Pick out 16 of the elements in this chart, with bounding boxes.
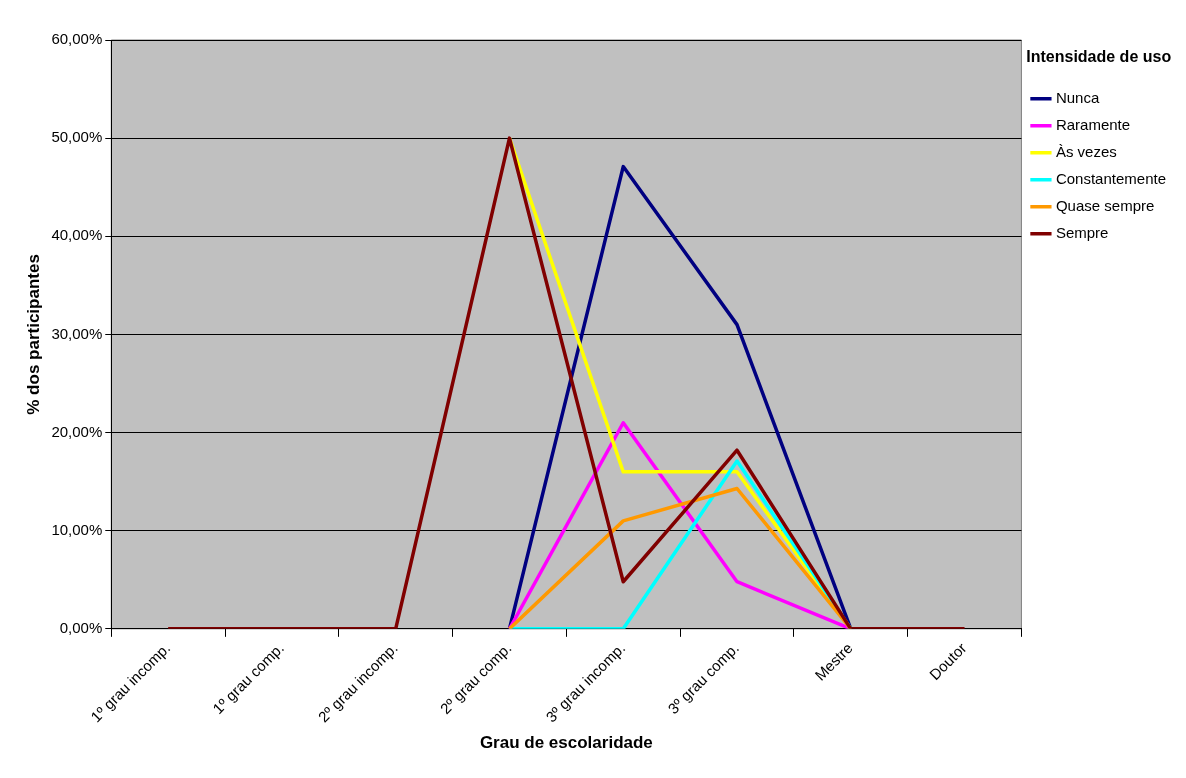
legend-label: Nunca	[1055, 88, 1100, 106]
y-tick-label: 30,00%	[51, 324, 103, 342]
y-axis-title: % dos participantes	[23, 254, 43, 415]
legend-label: Quase sempre	[1055, 196, 1155, 214]
y-tick-label: 0,00%	[59, 618, 103, 636]
y-tick-label: 40,00%	[51, 226, 103, 244]
legend-label: Constantemente	[1055, 169, 1167, 187]
y-tick-label: 50,00%	[51, 128, 103, 146]
y-tick-label: 10,00%	[51, 520, 103, 538]
x-axis-title: Grau de escolaridade	[479, 733, 653, 753]
legend-label: Raramente	[1055, 115, 1131, 133]
legend-label: Sempre	[1055, 223, 1109, 241]
y-tick-label: 20,00%	[51, 422, 103, 440]
legend-title: Intensidade de uso	[1026, 48, 1172, 66]
legend-label: Às vezes	[1055, 142, 1117, 160]
y-tick-label: 60,00%	[51, 30, 103, 48]
